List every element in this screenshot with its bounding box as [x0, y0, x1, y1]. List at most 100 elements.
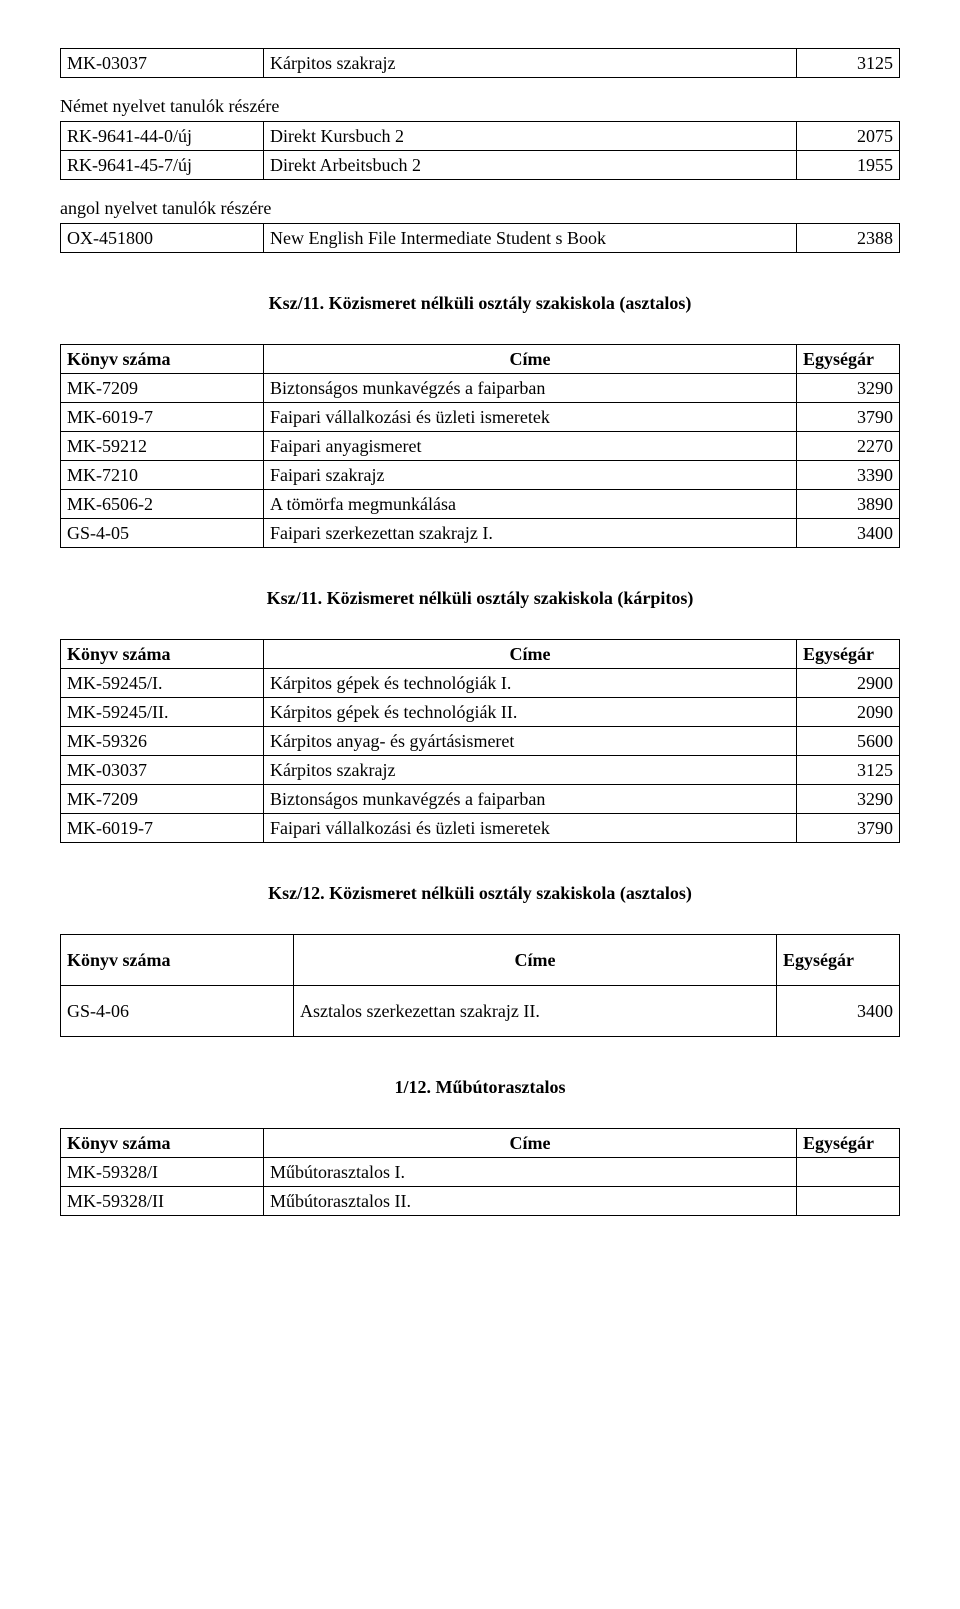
section3-title: Ksz/12. Közismeret nélküli osztály szaki…	[60, 883, 900, 904]
table-header: Könyv száma Címe Egységár	[61, 345, 900, 374]
cell-title: Kárpitos gépek és technológiák I.	[264, 669, 797, 698]
header-price: Egységár	[797, 640, 900, 669]
cell-title: Biztonságos munkavégzés a faiparban	[264, 785, 797, 814]
header-title: Címe	[264, 345, 797, 374]
cell-code: OX-451800	[61, 224, 264, 253]
cell-title: Biztonságos munkavégzés a faiparban	[264, 374, 797, 403]
cell-price: 2900	[797, 669, 900, 698]
table-header: Könyv száma Címe Egységár	[61, 640, 900, 669]
cell-code: MK-59326	[61, 727, 264, 756]
cell-code: RK-9641-44-0/új	[61, 122, 264, 151]
header-code: Könyv száma	[61, 1129, 264, 1158]
cell-price: 3790	[797, 814, 900, 843]
section4-title: 1/12. Műbútorasztalos	[60, 1077, 900, 1098]
cell-code: GS-4-05	[61, 519, 264, 548]
cell-price: 2270	[797, 432, 900, 461]
cell-price: 3390	[797, 461, 900, 490]
table-row: GS-4-06 Asztalos szerkezettan szakrajz I…	[61, 986, 900, 1037]
english-table: OX-451800 New English File Intermediate …	[60, 223, 900, 253]
cell-price: 3790	[797, 403, 900, 432]
table-row: MK-59212Faipari anyagismeret2270	[61, 432, 900, 461]
cell-price: 2075	[797, 122, 900, 151]
cell-price: 2388	[797, 224, 900, 253]
table-row: MK-6506-2A tömörfa megmunkálása3890	[61, 490, 900, 519]
header-title: Címe	[264, 1129, 797, 1158]
cell-code: GS-4-06	[61, 986, 294, 1037]
cell-code: MK-03037	[61, 49, 264, 78]
cell-title: Faipari vállalkozási és üzleti ismeretek	[264, 814, 797, 843]
cell-title: Kárpitos anyag- és gyártásismeret	[264, 727, 797, 756]
table-row: RK-9641-44-0/új Direkt Kursbuch 2 2075	[61, 122, 900, 151]
cell-code: MK-03037	[61, 756, 264, 785]
cell-code: MK-7210	[61, 461, 264, 490]
english-students-label: angol nyelvet tanulók részére	[60, 198, 900, 219]
section2-table: Könyv száma Címe Egységár MK-59245/I.Kár…	[60, 639, 900, 843]
cell-price: 3125	[797, 49, 900, 78]
cell-price: 2090	[797, 698, 900, 727]
header-code: Könyv száma	[61, 935, 294, 986]
section2-title: Ksz/11. Közismeret nélküli osztály szaki…	[60, 588, 900, 609]
cell-title: Direkt Kursbuch 2	[264, 122, 797, 151]
cell-code: MK-6019-7	[61, 403, 264, 432]
cell-code: MK-59245/II.	[61, 698, 264, 727]
cell-price	[797, 1187, 900, 1216]
table-row: OX-451800 New English File Intermediate …	[61, 224, 900, 253]
section3-table: Könyv száma Címe Egységár GS-4-06 Asztal…	[60, 934, 900, 1037]
header-code: Könyv száma	[61, 345, 264, 374]
top-table: MK-03037 Kárpitos szakrajz 3125	[60, 48, 900, 78]
cell-code: MK-59212	[61, 432, 264, 461]
table-row: MK-03037 Kárpitos szakrajz 3125	[61, 49, 900, 78]
german-table: RK-9641-44-0/új Direkt Kursbuch 2 2075 R…	[60, 121, 900, 180]
cell-title: Faipari szerkezettan szakrajz I.	[264, 519, 797, 548]
cell-code: MK-7209	[61, 374, 264, 403]
cell-title: Direkt Arbeitsbuch 2	[264, 151, 797, 180]
section1-table: Könyv száma Címe Egységár MK-7209Biztons…	[60, 344, 900, 548]
header-code: Könyv száma	[61, 640, 264, 669]
table-row: MK-59328/IMűbútorasztalos I.	[61, 1158, 900, 1187]
cell-price: 3890	[797, 490, 900, 519]
table-row: MK-6019-7Faipari vállalkozási és üzleti …	[61, 814, 900, 843]
table-row: MK-6019-7Faipari vállalkozási és üzleti …	[61, 403, 900, 432]
cell-price	[797, 1158, 900, 1187]
table-row: MK-59245/II.Kárpitos gépek és technológi…	[61, 698, 900, 727]
cell-price: 3400	[777, 986, 900, 1037]
cell-price: 3125	[797, 756, 900, 785]
cell-title: Faipari anyagismeret	[264, 432, 797, 461]
cell-title: Faipari vállalkozási és üzleti ismeretek	[264, 403, 797, 432]
table-row: MK-59326Kárpitos anyag- és gyártásismere…	[61, 727, 900, 756]
table-row: RK-9641-45-7/új Direkt Arbeitsbuch 2 195…	[61, 151, 900, 180]
cell-code: MK-6019-7	[61, 814, 264, 843]
cell-price: 3290	[797, 374, 900, 403]
header-price: Egységár	[797, 345, 900, 374]
cell-title: Műbútorasztalos I.	[264, 1158, 797, 1187]
header-price: Egységár	[777, 935, 900, 986]
table-row: MK-7209Biztonságos munkavégzés a faiparb…	[61, 785, 900, 814]
cell-title: Asztalos szerkezettan szakrajz II.	[294, 986, 777, 1037]
section4-table: Könyv száma Címe Egységár MK-59328/IMűbú…	[60, 1128, 900, 1216]
table-header: Könyv száma Címe Egységár	[61, 935, 900, 986]
cell-title: A tömörfa megmunkálása	[264, 490, 797, 519]
cell-title: Kárpitos szakrajz	[264, 756, 797, 785]
cell-title: New English File Intermediate Student s …	[264, 224, 797, 253]
cell-code: MK-7209	[61, 785, 264, 814]
german-students-label: Német nyelvet tanulók részére	[60, 96, 900, 117]
table-row: MK-03037Kárpitos szakrajz3125	[61, 756, 900, 785]
table-row: MK-59245/I.Kárpitos gépek és technológiá…	[61, 669, 900, 698]
cell-price: 3290	[797, 785, 900, 814]
cell-code: MK-59328/II	[61, 1187, 264, 1216]
table-row: GS-4-05Faipari szerkezettan szakrajz I.3…	[61, 519, 900, 548]
cell-title: Kárpitos gépek és technológiák II.	[264, 698, 797, 727]
cell-title: Faipari szakrajz	[264, 461, 797, 490]
cell-code: MK-59245/I.	[61, 669, 264, 698]
table-row: MK-7209Biztonságos munkavégzés a faiparb…	[61, 374, 900, 403]
cell-code: MK-6506-2	[61, 490, 264, 519]
table-row: MK-7210Faipari szakrajz3390	[61, 461, 900, 490]
cell-code: RK-9641-45-7/új	[61, 151, 264, 180]
cell-price: 5600	[797, 727, 900, 756]
cell-title: Műbútorasztalos II.	[264, 1187, 797, 1216]
section1-title: Ksz/11. Közismeret nélküli osztály szaki…	[60, 293, 900, 314]
table-row: MK-59328/IIMűbútorasztalos II.	[61, 1187, 900, 1216]
header-price: Egységár	[797, 1129, 900, 1158]
table-header: Könyv száma Címe Egységár	[61, 1129, 900, 1158]
header-title: Címe	[264, 640, 797, 669]
